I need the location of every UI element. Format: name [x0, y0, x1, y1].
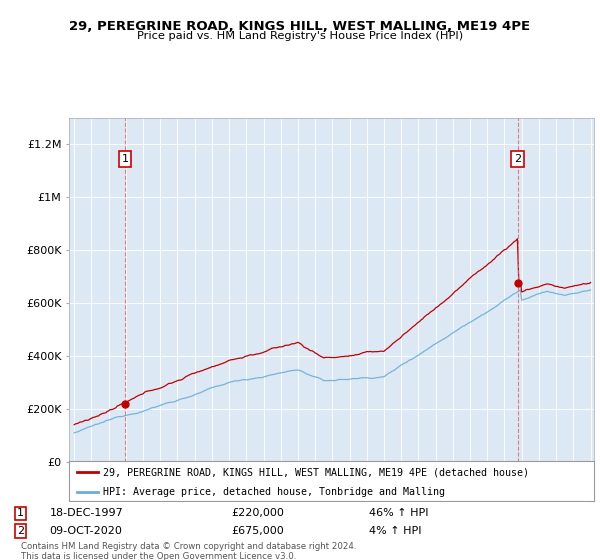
Text: 1: 1 — [122, 154, 128, 164]
Text: £675,000: £675,000 — [231, 526, 284, 536]
Text: Price paid vs. HM Land Registry's House Price Index (HPI): Price paid vs. HM Land Registry's House … — [137, 31, 463, 41]
Text: 2: 2 — [17, 526, 24, 536]
Text: HPI: Average price, detached house, Tonbridge and Malling: HPI: Average price, detached house, Tonb… — [103, 487, 445, 497]
Text: 09-OCT-2020: 09-OCT-2020 — [49, 526, 122, 536]
Text: £220,000: £220,000 — [231, 508, 284, 519]
Text: 1: 1 — [17, 508, 24, 519]
Text: Contains HM Land Registry data © Crown copyright and database right 2024.
This d: Contains HM Land Registry data © Crown c… — [20, 542, 356, 560]
Text: 18-DEC-1997: 18-DEC-1997 — [49, 508, 123, 519]
Text: 4% ↑ HPI: 4% ↑ HPI — [369, 526, 422, 536]
Text: 46% ↑ HPI: 46% ↑ HPI — [369, 508, 428, 519]
Text: 2: 2 — [514, 154, 521, 164]
Text: 29, PEREGRINE ROAD, KINGS HILL, WEST MALLING, ME19 4PE: 29, PEREGRINE ROAD, KINGS HILL, WEST MAL… — [70, 20, 530, 32]
Text: 29, PEREGRINE ROAD, KINGS HILL, WEST MALLING, ME19 4PE (detached house): 29, PEREGRINE ROAD, KINGS HILL, WEST MAL… — [103, 467, 529, 477]
